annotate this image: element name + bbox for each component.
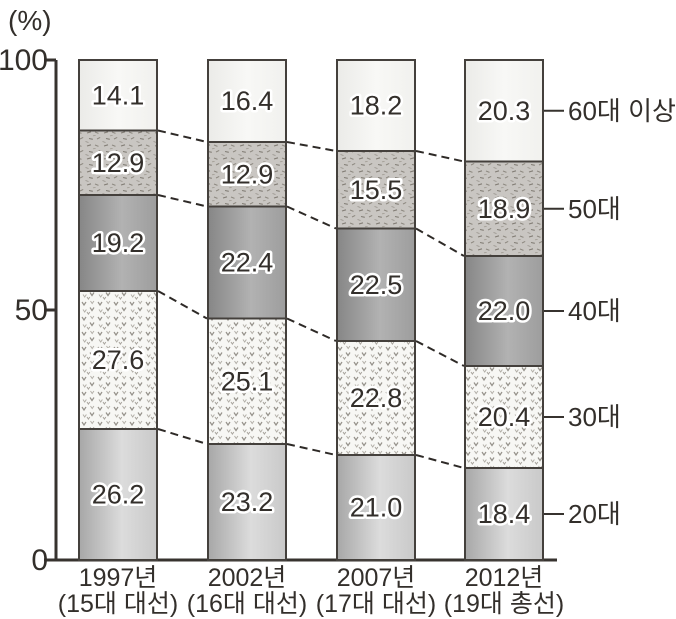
segment-value-label: 18.9 [478, 194, 531, 224]
x-tick-election-label: (17대 대선) [316, 590, 436, 618]
segment-value-label: 12.9 [92, 148, 145, 178]
segment-boundary-connector [415, 227, 465, 257]
y-tick-label: 100 [0, 44, 48, 77]
segment-value-label: 26.2 [92, 480, 145, 510]
bar-segment-30대-2002년 [207, 317, 287, 445]
y-tick-label: 0 [31, 544, 48, 577]
bar-segment-20대-1997년 [78, 428, 158, 561]
segment-boundary-connector [415, 340, 465, 367]
bar-segment-40대-2012년 [464, 255, 544, 367]
segment-boundary-connector [286, 443, 337, 456]
bar-segment-60대 이상-1997년 [78, 59, 158, 132]
segment-value-label: 18.2 [350, 91, 403, 121]
segment-value-label: 15.5 [350, 175, 403, 205]
y-axis-unit-label: (%) [8, 5, 52, 36]
bars-layer [78, 59, 544, 561]
segment-boundary-connector [286, 141, 337, 152]
segment-value-label: 25.1 [221, 366, 274, 396]
bar-segment-50대-2002년 [207, 141, 287, 208]
segment-value-label: 22.5 [350, 270, 403, 300]
bar-segment-20대-2002년 [207, 443, 287, 561]
segment-value-label: 19.2 [92, 228, 145, 258]
segment-boundary-connector [157, 290, 208, 320]
segment-value-label: 18.4 [478, 499, 531, 529]
x-tick-election-label: (16대 대선) [187, 590, 307, 618]
segment-value-label: 21.0 [350, 493, 403, 523]
x-tick-year-label: 2002년 [208, 564, 287, 592]
bar-segment-30대-2012년 [464, 365, 544, 469]
segment-boundary-connector [415, 150, 465, 163]
series-label-30대: 30대 [568, 402, 621, 432]
bar-segment-50대-2012년 [464, 160, 544, 257]
segment-boundary-connector [157, 194, 208, 208]
x-tick-election-label: (15대 대선) [58, 590, 178, 618]
segment-boundary-connector [157, 428, 208, 445]
bar-segment-60대 이상-2002년 [207, 59, 287, 143]
series-label-20대: 20대 [568, 499, 621, 529]
series-label-40대: 40대 [568, 296, 621, 326]
segment-value-label: 22.0 [478, 296, 531, 326]
bar-segment-60대 이상-2012년 [464, 59, 544, 163]
bar-segment-50대-2007년 [336, 150, 416, 230]
bar-segment-40대-2002년 [207, 205, 287, 320]
segment-value-label: 22.8 [350, 383, 403, 413]
segment-boundary-connector [286, 205, 337, 230]
y-tick-label: 50 [15, 294, 48, 327]
bar-segment-40대-1997년 [78, 194, 158, 292]
segment-value-label: 14.1 [92, 80, 145, 110]
segment-value-label: 23.2 [221, 487, 274, 517]
segment-value-label: 22.4 [221, 248, 274, 278]
segment-value-label: 16.4 [221, 86, 274, 116]
x-tick-election-label: (19대 총선) [444, 590, 564, 618]
segment-value-label: 20.4 [478, 402, 531, 432]
x-tick-year-label: 2007년 [337, 564, 416, 592]
bar-segment-60대 이상-2007년 [336, 59, 416, 152]
segment-boundary-connector [286, 317, 337, 342]
series-label-50대: 50대 [568, 194, 621, 224]
segment-boundary-connector [415, 454, 465, 469]
segment-boundary-connector [157, 129, 208, 143]
connectors-layer [157, 129, 465, 469]
segment-value-label: 20.3 [478, 96, 531, 126]
x-tick-year-label: 2012년 [465, 564, 544, 592]
segment-value-label: 27.6 [92, 345, 145, 375]
series-label-60대 이상: 60대 이상 [568, 96, 676, 126]
x-tick-year-label: 1997년 [79, 564, 158, 592]
labels-layer: 0 50 100 (%) 26.2 23.2 21.0 18.4 27.6 25.1 22.8 20.… [0, 5, 676, 618]
bar-segment-20대-2012년 [464, 467, 544, 561]
segment-value-label: 12.9 [221, 159, 274, 189]
